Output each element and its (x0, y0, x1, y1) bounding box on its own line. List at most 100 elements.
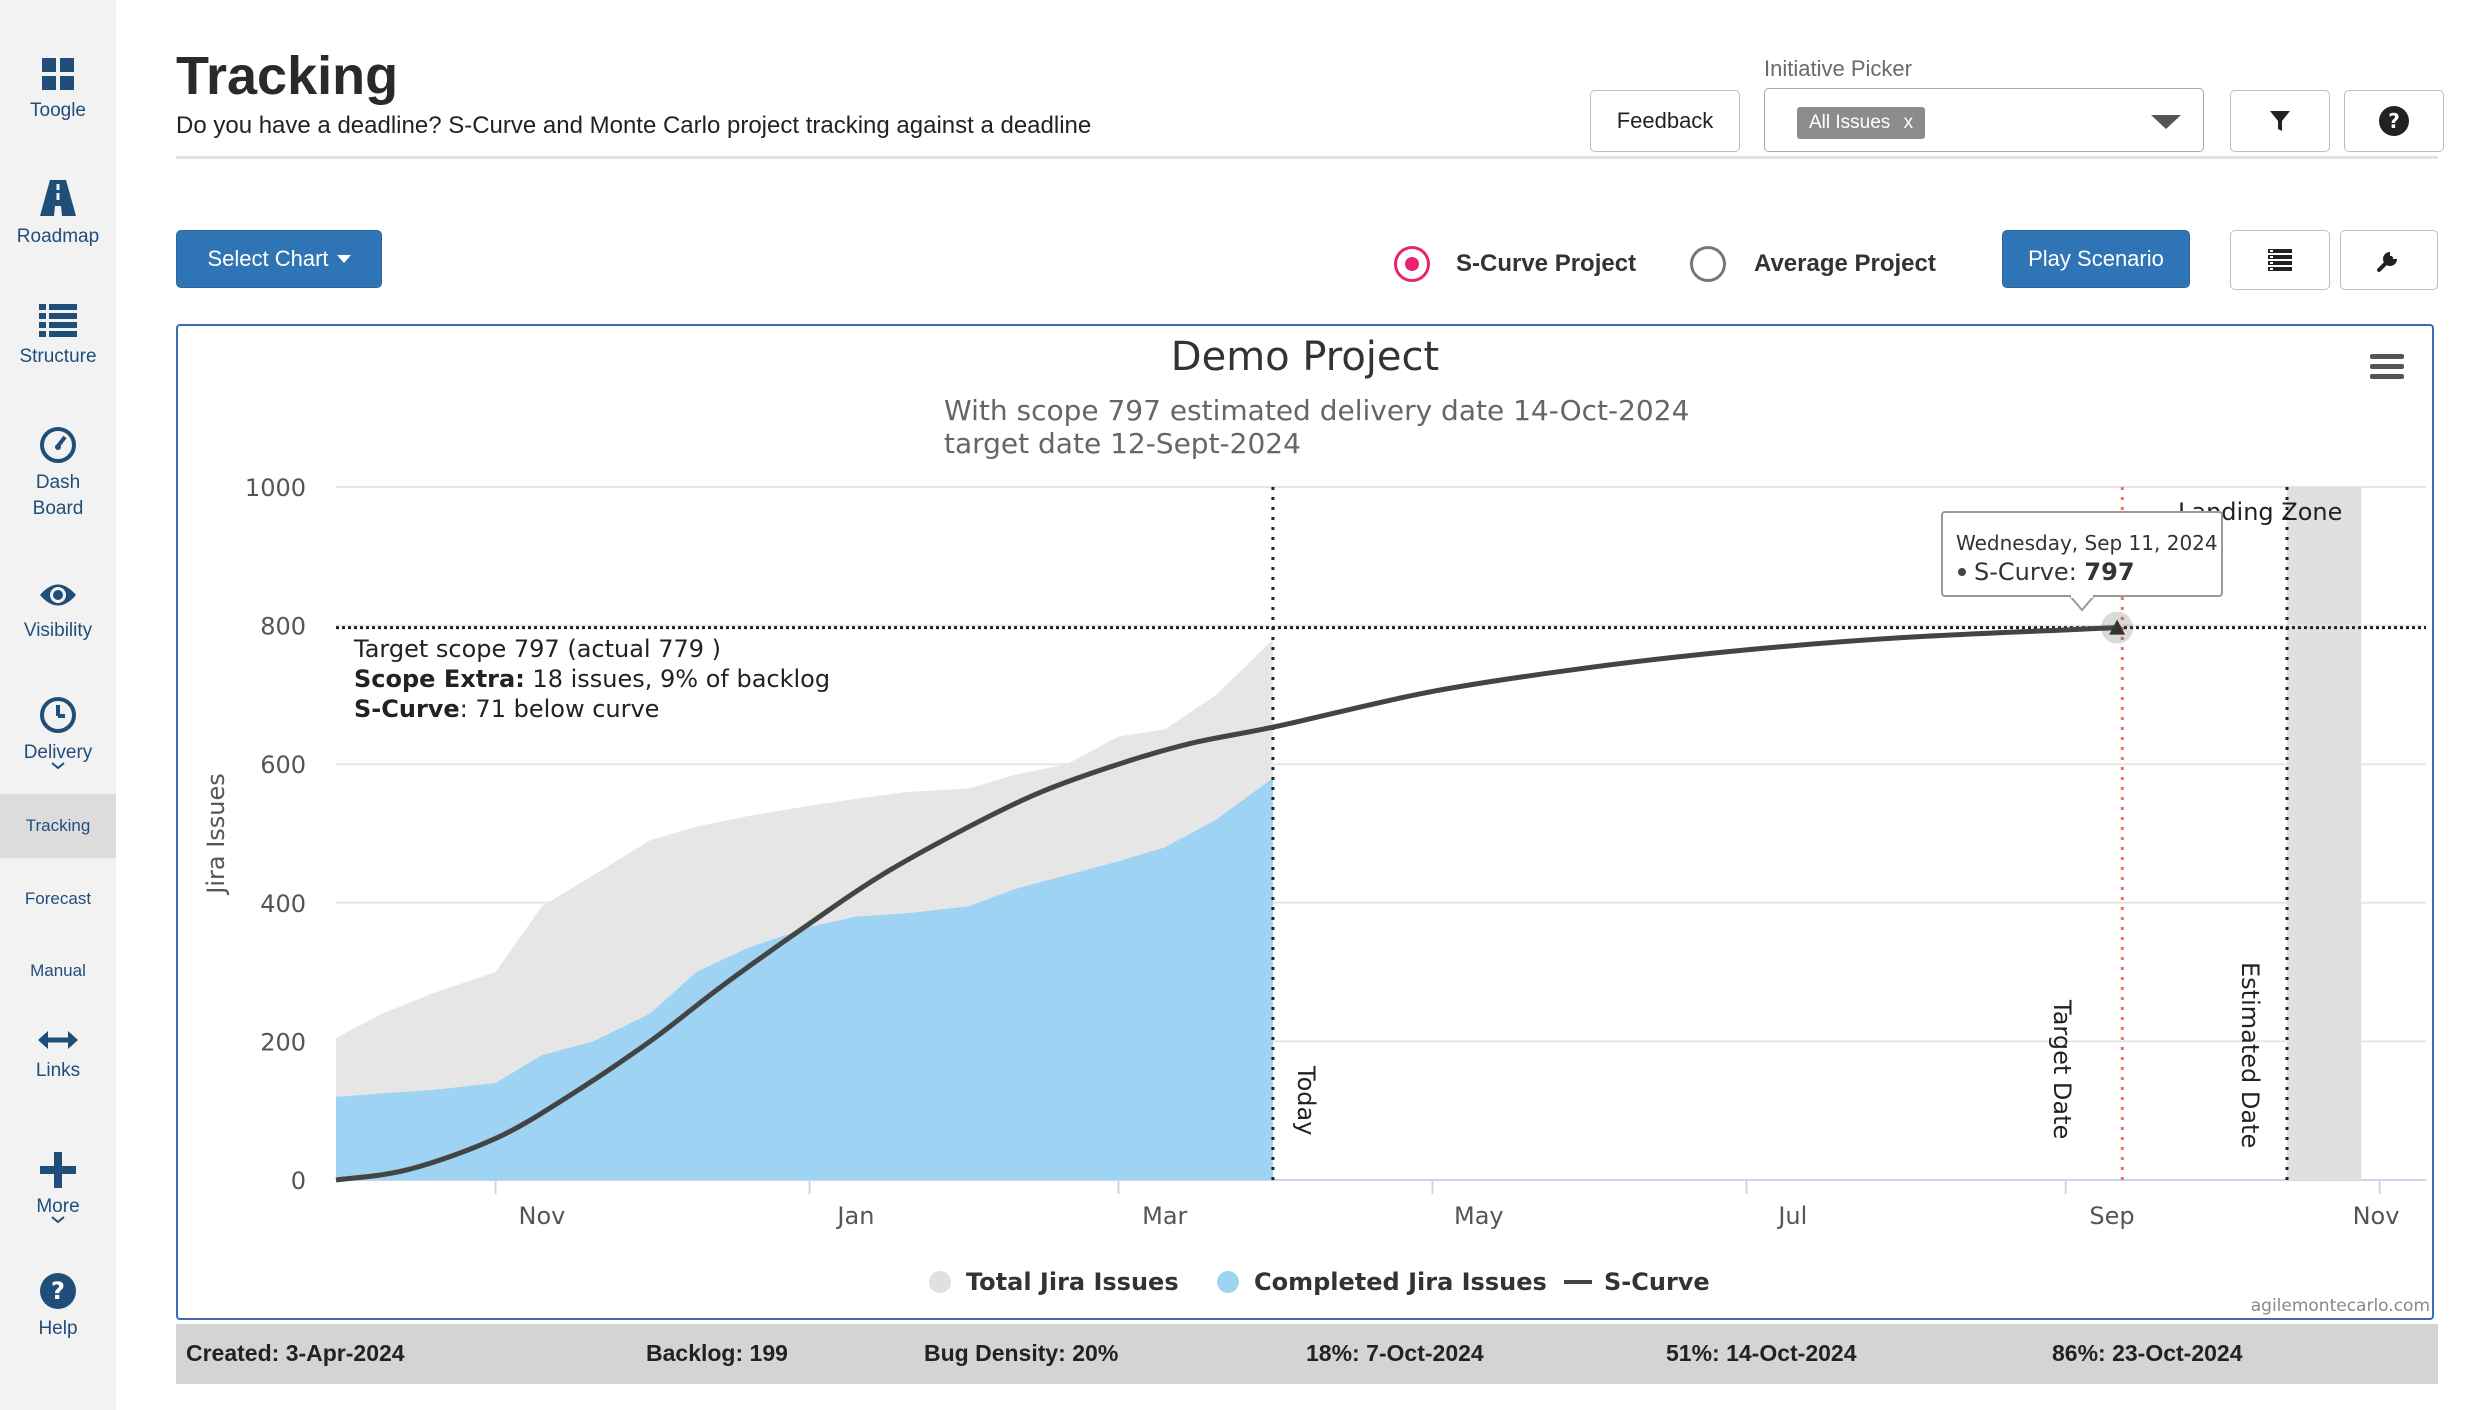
y-tick-label: 0 (291, 1167, 306, 1195)
help-button[interactable]: ? (2344, 90, 2444, 152)
sidebar: Toogle Roadmap Structure Dash Board Visi… (0, 0, 116, 1410)
filter-button[interactable] (2230, 90, 2330, 152)
sidebar-item-delivery[interactable]: Delivery (0, 696, 116, 770)
radio-scurve-project[interactable] (1394, 246, 1430, 282)
chart-subtitle: With scope 797 estimated delivery date 1… (944, 394, 1689, 460)
list-icon (2268, 249, 2292, 271)
sidebar-item-links[interactable]: Links (0, 1028, 116, 1084)
wrench-icon (2377, 252, 2397, 272)
summary-bar: Created: 3-Apr-2024 Backlog: 199 Bug Den… (176, 1324, 2438, 1384)
feedback-button[interactable]: Feedback (1590, 90, 1740, 152)
svg-text:?: ? (2388, 109, 2400, 133)
page-subtitle: Do you have a deadline? S-Curve and Mont… (176, 112, 1092, 139)
help-icon: ? (2379, 106, 2409, 136)
sidebar-item-help[interactable]: ? Help (0, 1272, 116, 1342)
hover-point (2109, 619, 2126, 635)
footer-backlog: Backlog: 199 (646, 1340, 788, 1366)
sidebar-item-label: Tracking (25, 816, 91, 835)
sidebar-item-roadmap[interactable]: Roadmap (0, 178, 116, 250)
page-title: Tracking (176, 46, 399, 106)
y-tick-label: 400 (260, 890, 306, 918)
list-view-button[interactable] (2230, 230, 2330, 290)
sidebar-item-toogle[interactable]: Toogle (0, 56, 116, 124)
tooltip-series-name: S-Curve: (1974, 558, 2084, 586)
sidebar-item-manual[interactable]: Manual (0, 958, 116, 984)
radio-average-label[interactable]: Average Project (1754, 250, 1936, 277)
footer-bug-density: Bug Density: 20% (924, 1340, 1119, 1366)
chart-legend: Total Jira Issues Completed Jira Issues S-… (929, 1268, 1710, 1296)
landing-zone-band (2287, 487, 2362, 1180)
y-tick-label: 200 (260, 1028, 306, 1056)
tooltip-value: 797 (2084, 558, 2134, 586)
list-icon (39, 304, 77, 337)
s-curve-line (335, 625, 2118, 1183)
road-icon (40, 180, 76, 216)
chart-curve (335, 611, 2134, 1183)
sidebar-item-label-line2: Board (32, 498, 84, 519)
sidebar-item-label: Toogle (30, 100, 86, 121)
svg-text:?: ? (51, 1277, 65, 1305)
completed-issues-area (336, 778, 1273, 1180)
arrows-icon (38, 1031, 78, 1049)
tooltip-date: Wednesday, Sep 11, 2024 (1956, 531, 2218, 555)
footer-p51: 51%: 14-Oct-2024 (1666, 1340, 1857, 1366)
sidebar-item-structure[interactable]: Structure (0, 302, 116, 370)
sidebar-item-forecast[interactable]: Forecast (0, 886, 116, 912)
filter-icon (2270, 111, 2290, 131)
x-tick-label: May (1454, 1202, 1504, 1230)
legend-symbol (1217, 1271, 1239, 1293)
sidebar-item-dash-board[interactable]: Dash Board (0, 426, 116, 522)
select-chart-button[interactable]: Select Chart (176, 230, 382, 288)
sidebar-item-more[interactable]: More (0, 1152, 116, 1224)
sidebar-item-tracking[interactable]: Tracking (0, 794, 116, 858)
tooltip-series: S-Curve: 797 (1974, 558, 2135, 586)
y-tick-label: 1000 (245, 474, 306, 502)
gauge-icon (40, 427, 76, 463)
footer-p86: 86%: 23-Oct-2024 (2052, 1340, 2243, 1366)
chart-subtitle-line1: With scope 797 estimated delivery date 1… (944, 394, 1690, 427)
plus-icon (40, 1152, 76, 1188)
footer-p18: 18%: 7-Oct-2024 (1306, 1340, 1484, 1366)
help-icon: ? (40, 1273, 76, 1309)
sidebar-item-label: Roadmap (16, 226, 100, 247)
x-tick-label: Jul (1776, 1202, 1807, 1230)
chart-menu-icon[interactable] (2370, 352, 2406, 382)
sidebar-item-visibility[interactable]: Visibility (0, 578, 116, 644)
radio-scurve-label[interactable]: S-Curve Project (1456, 250, 1637, 277)
today-label: Today (1292, 1065, 1320, 1135)
annotation-line2: Scope Extra: 18 issues, 9% of backlog (354, 665, 830, 693)
annotation-line2-rest: 18 issues, 9% of backlog (525, 665, 830, 693)
radio-average-project[interactable] (1690, 246, 1726, 282)
sidebar-item-label: Manual (30, 961, 86, 980)
initiative-picker-label: Initiative Picker (1764, 56, 1912, 81)
x-tick-label: Nov (518, 1202, 565, 1230)
initiative-chip-label: All Issues (1809, 112, 1891, 133)
play-scenario-button[interactable]: Play Scenario (2002, 230, 2190, 288)
initiative-picker[interactable]: All Issues x (1764, 88, 2204, 152)
select-chart-label: Select Chart (207, 246, 329, 271)
clock-icon (40, 697, 76, 733)
y-axis-title: Jira Issues (202, 773, 230, 896)
annotation-line1: Target scope 797 (actual 779 ) (353, 635, 721, 663)
estimated-date-label: Estimated Date (2236, 962, 2264, 1148)
x-tick-label: Sep (2089, 1202, 2134, 1230)
initiative-chip-remove[interactable]: x (1903, 112, 1914, 133)
chevron-down-icon (51, 762, 65, 770)
legend-symbol (929, 1271, 951, 1293)
grid-icon (42, 58, 74, 90)
annotation-line3: S-Curve: 71 below curve (354, 695, 659, 723)
settings-button[interactable] (2340, 230, 2438, 290)
x-tick-label: Mar (1142, 1202, 1187, 1230)
sidebar-item-label: Delivery (23, 742, 93, 763)
chart-title: Demo Project (1170, 334, 1440, 380)
legend-label: Completed Jira Issues (1254, 1268, 1547, 1296)
chevron-down-icon[interactable] (2151, 115, 2181, 129)
legend-label: Total Jira Issues (966, 1268, 1179, 1296)
annotation-line2-bold: Scope Extra: (354, 665, 525, 693)
chart-subtitle-line2: target date 12-Sept-2024 (944, 427, 1301, 460)
sidebar-item-label: Visibility (23, 620, 93, 641)
footer-created: Created: 3-Apr-2024 (186, 1340, 405, 1366)
chart-credit[interactable]: agilemontecarlo.com (2250, 1296, 2430, 1316)
sidebar-item-label: Dash (35, 472, 81, 493)
legend-label: S-Curve (1604, 1268, 1710, 1296)
